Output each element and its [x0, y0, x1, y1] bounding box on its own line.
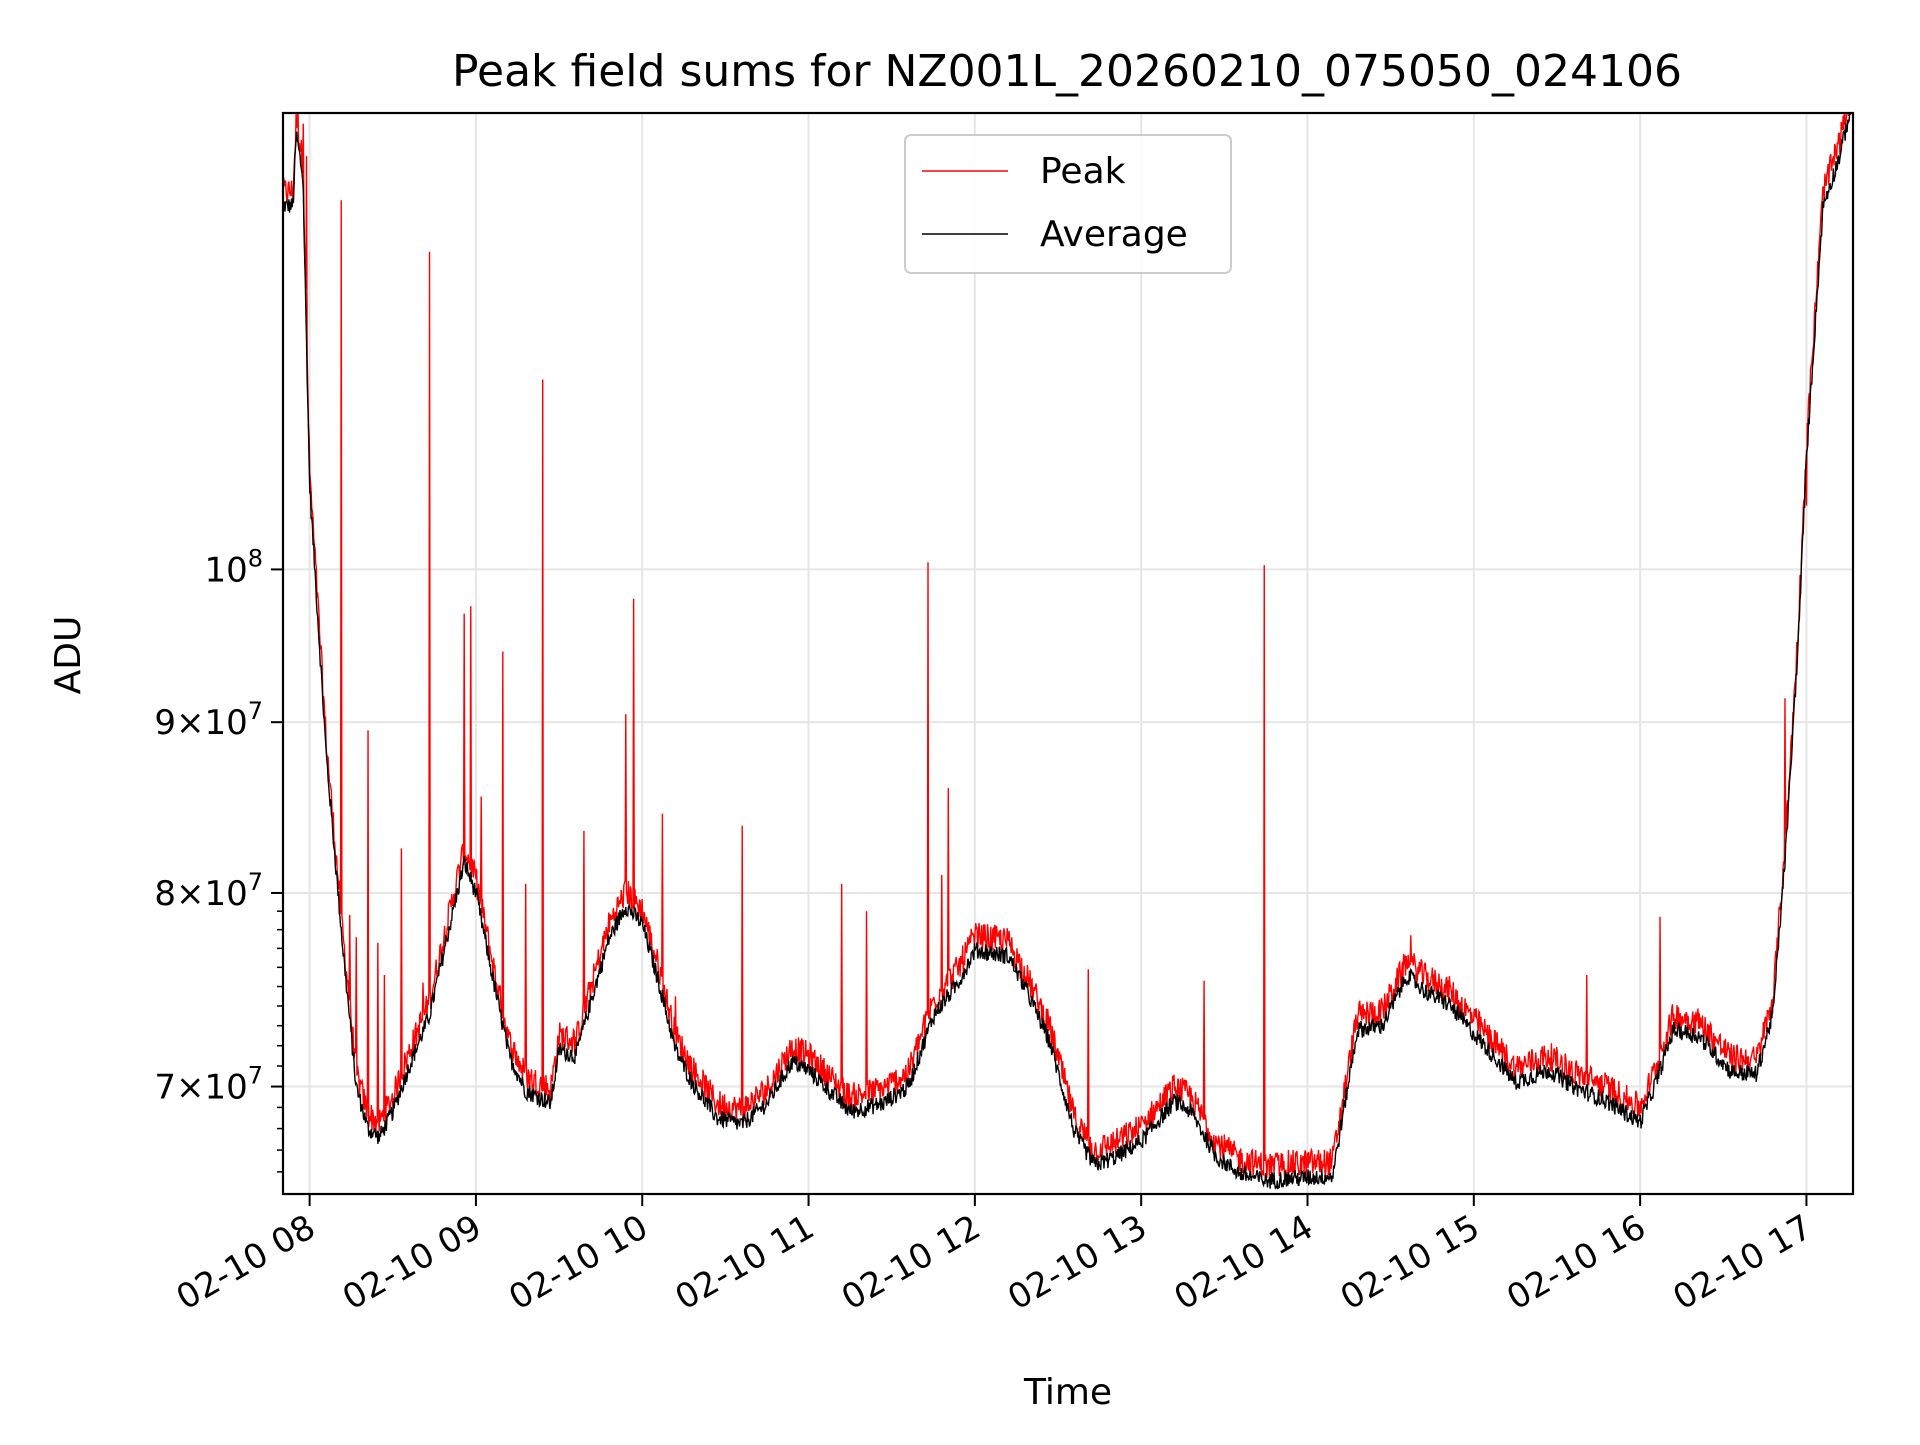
plot-area — [283, 113, 1853, 1190]
series-peak-line — [283, 113, 1850, 1180]
y-axis-label: ADU — [48, 616, 89, 695]
legend: Peak Average — [904, 134, 1232, 274]
legend-box — [904, 134, 1232, 274]
chart-title: Peak field sums for NZ001L_20260210_0750… — [452, 46, 1682, 97]
series-layer — [283, 113, 1853, 1190]
y-tick-label: 8×107 — [154, 868, 263, 914]
series-average-line — [283, 113, 1853, 1190]
y-tick-label: 108 — [204, 544, 263, 590]
y-axis: 7×107 8×107 9×107 108 — [154, 544, 283, 1173]
y-tick-label: 7×107 — [154, 1062, 263, 1108]
plot-frame — [281, 111, 1855, 1196]
y-tick-label: 9×107 — [154, 697, 263, 743]
legend-average-label: Average — [1040, 214, 1188, 255]
x-axis-label: Time — [1023, 1372, 1112, 1413]
legend-peak-label: Peak — [1040, 151, 1126, 192]
